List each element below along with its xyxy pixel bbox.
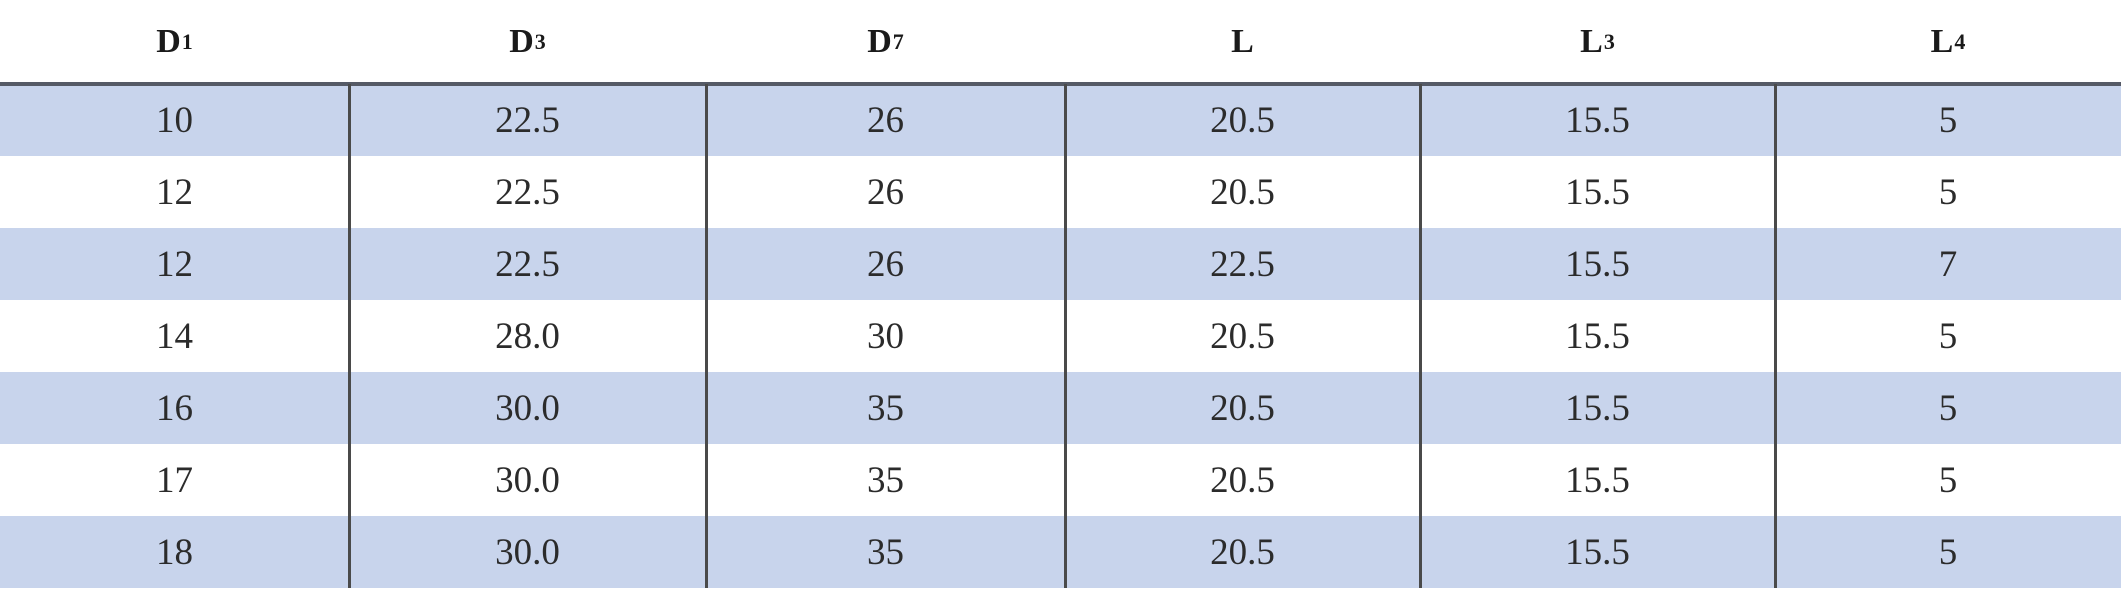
column-divider (705, 84, 708, 588)
data-cell: 10 (156, 99, 193, 141)
data-cell: 15.5 (1565, 315, 1630, 357)
data-cell: 20.5 (1210, 171, 1275, 213)
row-background (0, 300, 2121, 372)
data-cell: 15.5 (1565, 531, 1630, 573)
header-subscript: 4 (1954, 29, 1966, 54)
data-cell: 22.5 (1210, 243, 1275, 285)
column-divider (1774, 84, 1777, 588)
column-divider (1419, 84, 1422, 588)
data-cell: 30.0 (495, 387, 560, 429)
data-cell: 5 (1938, 459, 1958, 501)
data-cell: 15.5 (1565, 171, 1630, 213)
header-cell: L (1065, 0, 1420, 84)
data-cell: 5 (1938, 99, 1958, 141)
row-background (0, 444, 2121, 516)
header-subscript: 7 (892, 29, 904, 54)
data-cell: 22.5 (495, 243, 560, 285)
header-text: D (867, 23, 892, 60)
data-cell: 5 (1938, 531, 1958, 573)
data-cell: 14 (156, 315, 193, 357)
data-cell: 30.0 (495, 459, 560, 501)
data-cell: 26 (867, 99, 904, 141)
data-cell: 17 (156, 459, 193, 501)
data-cell: 7 (1938, 243, 1958, 285)
data-cell: 15.5 (1565, 99, 1630, 141)
data-cell: 12 (156, 171, 193, 213)
header-text: L (1580, 23, 1603, 60)
row-background (0, 372, 2121, 444)
data-cell: 30 (867, 315, 904, 357)
data-cell: 20.5 (1210, 531, 1275, 573)
column-divider (348, 84, 351, 588)
data-cell: 15.5 (1565, 459, 1630, 501)
header-subscript: 3 (534, 29, 546, 54)
data-cell: 5 (1938, 315, 1958, 357)
data-cell: 35 (867, 459, 904, 501)
data-cell: 12 (156, 243, 193, 285)
row-background (0, 84, 2121, 156)
row-background (0, 516, 2121, 588)
row-background (0, 228, 2121, 300)
data-cell: 20.5 (1210, 99, 1275, 141)
header-text: L (1231, 23, 1254, 60)
column-divider (1064, 84, 1067, 588)
header-text: L (1930, 23, 1954, 60)
header-rule (0, 82, 2121, 86)
data-cell: 35 (867, 531, 904, 573)
row-background (0, 156, 2121, 228)
data-cell: 22.5 (495, 99, 560, 141)
header-text: D (509, 23, 534, 60)
data-cell: 30.0 (495, 531, 560, 573)
data-cell: 16 (156, 387, 193, 429)
data-cell: 5 (1938, 387, 1958, 429)
data-cell: 15.5 (1565, 387, 1630, 429)
data-cell: 22.5 (495, 171, 560, 213)
data-cell: 18 (156, 531, 193, 573)
data-cell: 35 (867, 387, 904, 429)
header-text: D (156, 23, 181, 60)
data-cell: 5 (1938, 171, 1958, 213)
data-cell: 15.5 (1565, 243, 1630, 285)
data-cell: 26 (867, 243, 904, 285)
data-cell: 20.5 (1210, 387, 1275, 429)
data-cell: 26 (867, 171, 904, 213)
data-cell: 20.5 (1210, 315, 1275, 357)
data-cell: 20.5 (1210, 459, 1275, 501)
header-subscript: 3 (1603, 29, 1615, 54)
data-cell: 28.0 (495, 315, 560, 357)
header-subscript: 1 (181, 29, 193, 54)
